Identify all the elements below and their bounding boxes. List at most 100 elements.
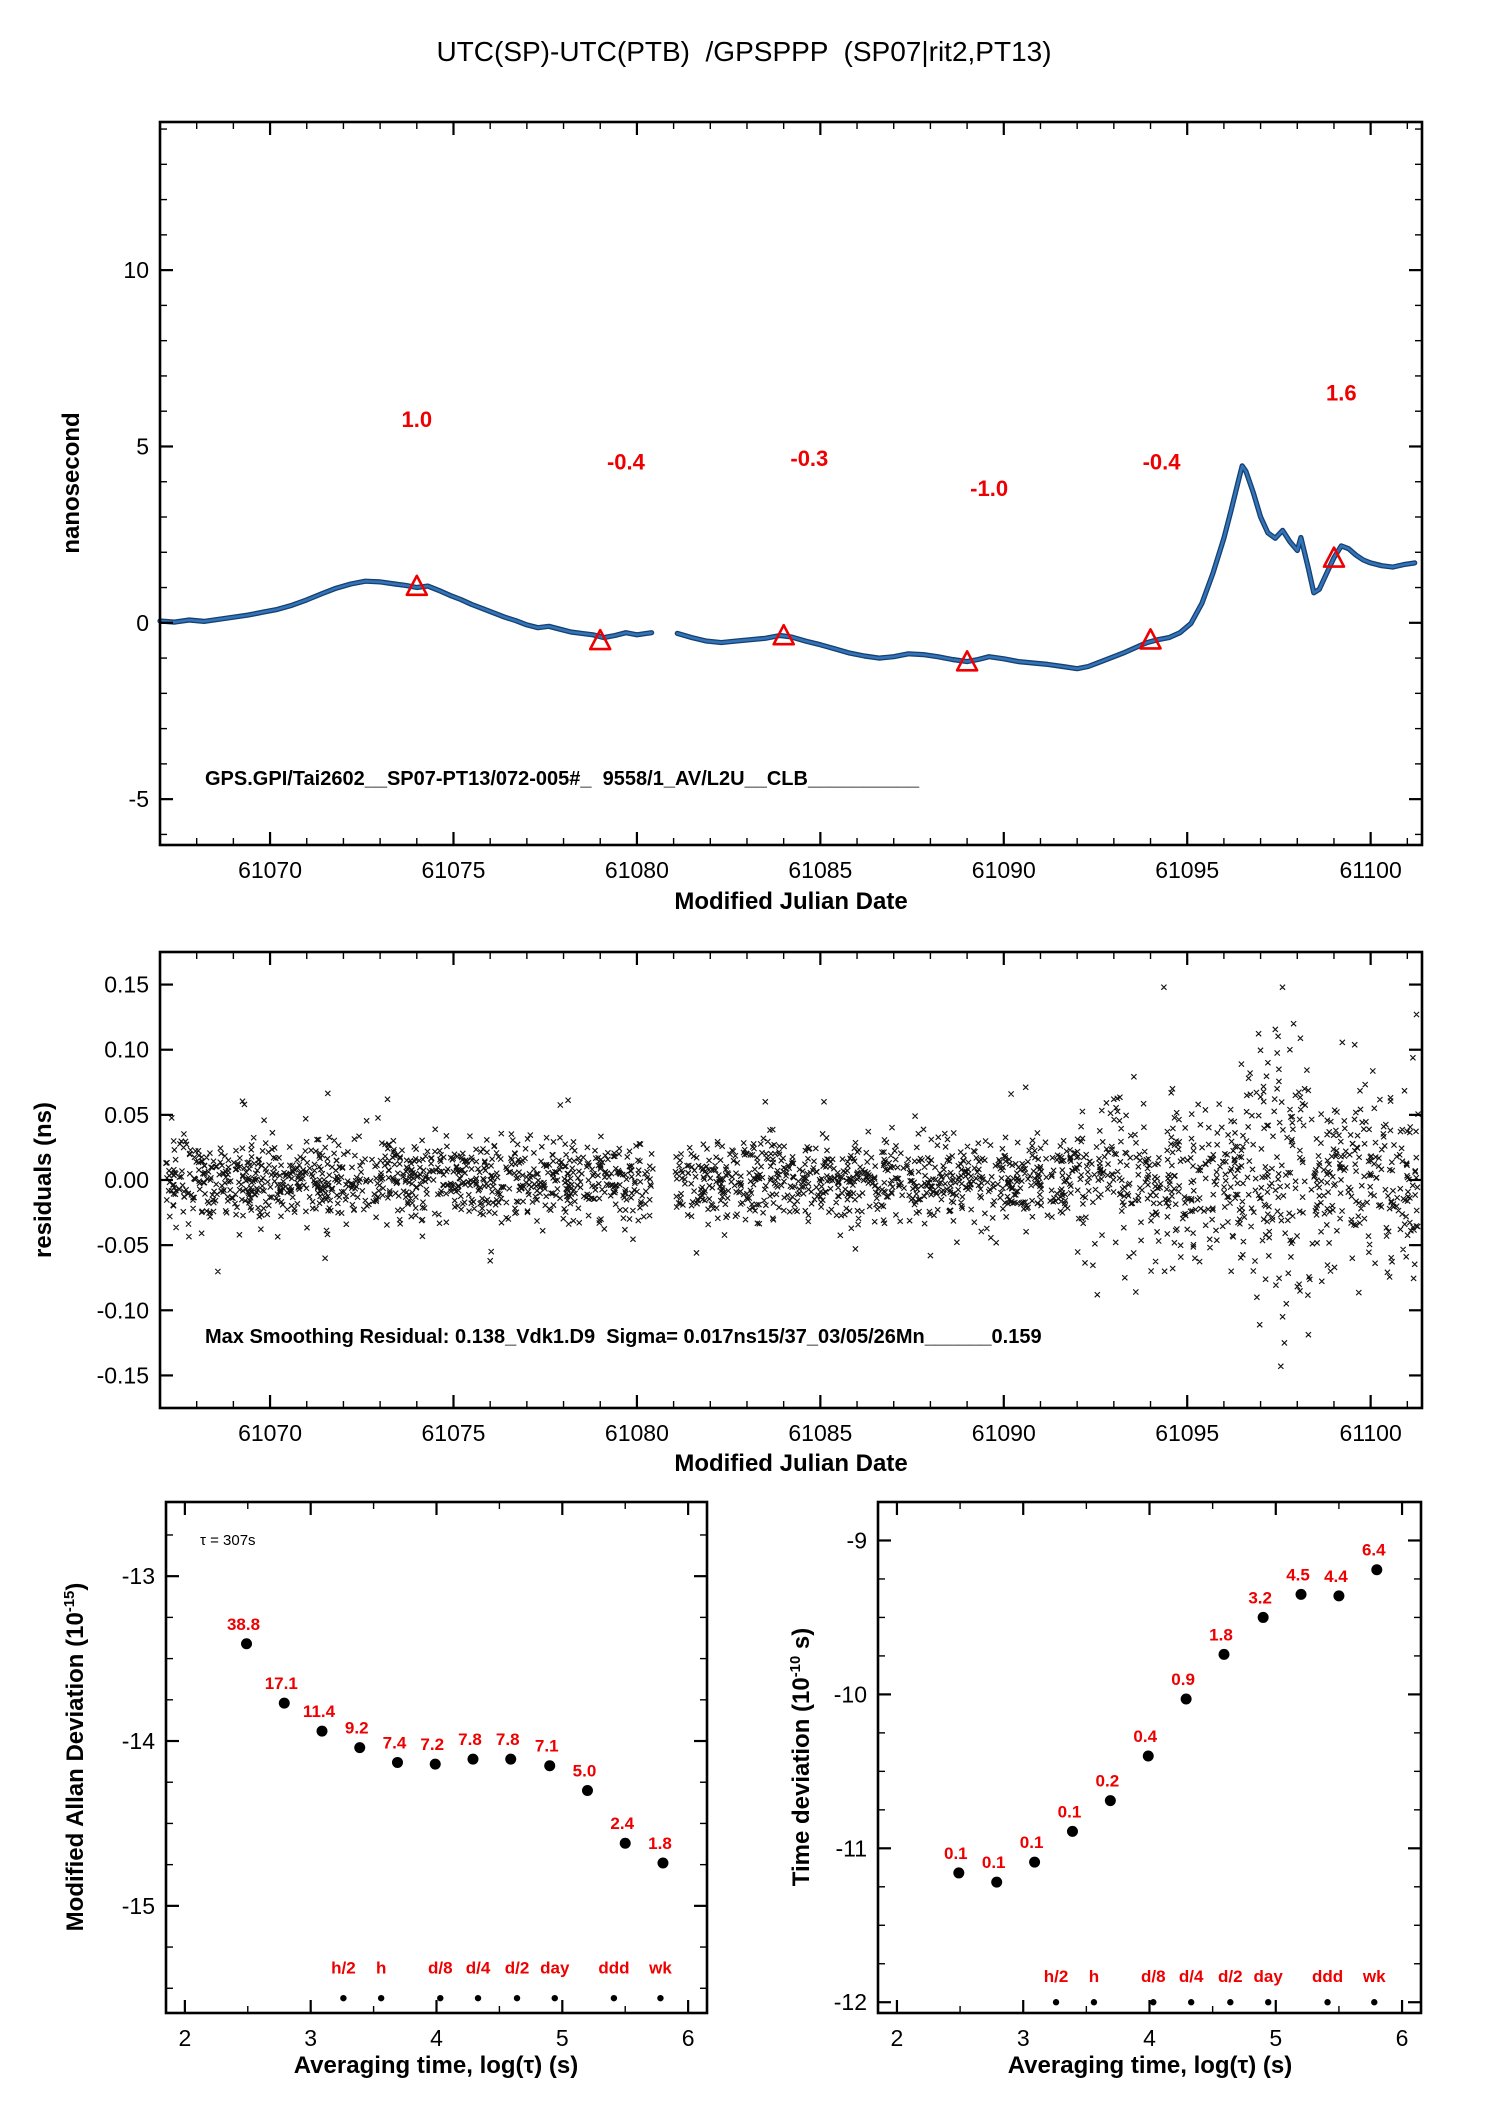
mdev-y-axis-title-close: )	[62, 1582, 89, 1591]
residuals-y-axis-title: residuals (ns)	[30, 1101, 57, 1259]
svg-text:5: 5	[556, 2025, 569, 2051]
svg-text:-12: -12	[834, 1989, 867, 2015]
svg-text:3: 3	[304, 2025, 317, 2051]
svg-text:2.4: 2.4	[610, 1814, 634, 1833]
svg-text:0.1: 0.1	[944, 1844, 968, 1863]
mdev-x-axis-title: Averaging time, log(τ) (s)	[293, 2052, 579, 2079]
svg-text:61100: 61100	[1340, 1420, 1402, 1446]
svg-text:61075: 61075	[422, 1420, 486, 1446]
tdev-x-axis-title: Averaging time, log(τ) (s)	[1007, 2052, 1293, 2079]
svg-text:wk: wk	[648, 1958, 672, 1977]
svg-text:ddd: ddd	[598, 1958, 629, 1977]
svg-text:61090: 61090	[972, 1420, 1036, 1446]
figure-title: UTC(SP)-UTC(PTB) /GPSPPP (SP07|rit2,PT13…	[436, 36, 1052, 67]
svg-text:4: 4	[1143, 2025, 1156, 2051]
svg-text:61085: 61085	[788, 857, 852, 883]
svg-text:h/2: h/2	[331, 1958, 356, 1977]
svg-text:-0.4: -0.4	[1143, 449, 1182, 474]
svg-text:9.2: 9.2	[345, 1719, 369, 1738]
svg-text:5: 5	[136, 433, 149, 459]
svg-text:0.15: 0.15	[104, 972, 149, 998]
svg-text:d/8: d/8	[1141, 1967, 1166, 1986]
svg-text:3.2: 3.2	[1248, 1588, 1272, 1607]
svg-text:d/8: d/8	[428, 1958, 453, 1977]
residuals-annotation: Max Smoothing Residual: 0.138_Vdk1.D9 Si…	[205, 1326, 1042, 1348]
svg-text:5.0: 5.0	[573, 1761, 597, 1780]
svg-text:17.1: 17.1	[265, 1674, 298, 1693]
svg-text:61095: 61095	[1155, 857, 1219, 883]
svg-text:d/2: d/2	[1218, 1967, 1243, 1986]
svg-text:-1.0: -1.0	[970, 476, 1008, 501]
svg-text:h/2: h/2	[1044, 1967, 1069, 1986]
residuals-x-axis-title: Modified Julian Date	[674, 1450, 908, 1477]
svg-text:11.4: 11.4	[303, 1702, 336, 1721]
svg-text:61080: 61080	[605, 857, 669, 883]
svg-text:1.0: 1.0	[402, 407, 433, 432]
svg-text:-0.10: -0.10	[97, 1297, 149, 1323]
top-panel-y-axis-title: nanosecond	[58, 412, 85, 554]
tdev-y-axis-title-text: Time deviation (10	[788, 1677, 815, 1887]
svg-text:6: 6	[1396, 2025, 1409, 2051]
svg-text:4: 4	[430, 2025, 443, 2051]
svg-text:10: 10	[123, 257, 149, 283]
svg-text:61075: 61075	[422, 857, 486, 883]
svg-text:day: day	[540, 1958, 570, 1977]
svg-text:h: h	[1089, 1967, 1099, 1986]
svg-text:3: 3	[1017, 2025, 1030, 2051]
svg-text:day: day	[1254, 1967, 1284, 1986]
svg-text:-15: -15	[122, 1893, 155, 1919]
tdev-y-axis-exponent: -10	[788, 1655, 804, 1678]
svg-text:7.1: 7.1	[535, 1737, 559, 1756]
svg-text:5: 5	[1269, 2025, 1282, 2051]
svg-text:38.8: 38.8	[227, 1615, 260, 1634]
svg-text:61070: 61070	[238, 1420, 302, 1446]
svg-text:7.4: 7.4	[383, 1733, 407, 1752]
svg-text:-10: -10	[834, 1681, 867, 1707]
svg-text:ddd: ddd	[1312, 1967, 1343, 1986]
mdev-y-axis-exponent: -15	[62, 1590, 78, 1613]
svg-text:0.05: 0.05	[104, 1102, 149, 1128]
svg-text:0.1: 0.1	[1058, 1802, 1082, 1821]
svg-text:4.4: 4.4	[1324, 1567, 1348, 1586]
mdev-y-axis-title-text: Modified Allan Deviation (10	[62, 1612, 89, 1932]
tdev-y-axis-title-close: s)	[788, 1627, 815, 1656]
svg-text:h: h	[376, 1958, 386, 1977]
svg-text:-13: -13	[122, 1563, 155, 1589]
tdev-y-axis-title: Time deviation (10-10 s)	[788, 1628, 816, 1886]
svg-text:d/4: d/4	[466, 1958, 491, 1977]
svg-text:7.8: 7.8	[458, 1730, 482, 1749]
svg-text:61090: 61090	[972, 857, 1036, 883]
svg-text:61080: 61080	[605, 1420, 669, 1446]
mdev-tau-note: τ = 307s	[200, 1532, 256, 1549]
svg-text:1.8: 1.8	[648, 1834, 672, 1853]
svg-text:-0.4: -0.4	[607, 449, 646, 474]
svg-text:-0.15: -0.15	[97, 1362, 149, 1388]
svg-text:wk: wk	[1362, 1967, 1386, 1986]
svg-text:7.8: 7.8	[496, 1730, 520, 1749]
svg-text:-9: -9	[847, 1527, 867, 1553]
svg-text:0.9: 0.9	[1171, 1670, 1195, 1689]
svg-text:61085: 61085	[788, 1420, 852, 1446]
svg-text:2: 2	[891, 2025, 904, 2051]
svg-text:0.1: 0.1	[982, 1853, 1006, 1872]
svg-text:61100: 61100	[1340, 857, 1402, 883]
svg-text:0.4: 0.4	[1133, 1727, 1157, 1746]
svg-text:4.5: 4.5	[1286, 1565, 1310, 1584]
svg-text:6.4: 6.4	[1362, 1541, 1386, 1560]
svg-text:6: 6	[682, 2025, 695, 2051]
svg-text:0.00: 0.00	[104, 1167, 149, 1193]
top-panel-x-axis-title: Modified Julian Date	[674, 888, 908, 915]
top-panel-annotation: GPS.GPI/Tai2602__SP07-PT13/072-005#_ 955…	[205, 768, 920, 790]
mdev-y-axis-title: Modified Allan Deviation (10-15)	[62, 1583, 90, 1932]
svg-text:0: 0	[136, 610, 149, 636]
svg-text:-5: -5	[129, 786, 149, 812]
svg-text:61070: 61070	[238, 857, 302, 883]
svg-text:-0.05: -0.05	[97, 1232, 149, 1258]
svg-text:0.1: 0.1	[1020, 1833, 1044, 1852]
svg-text:-11: -11	[835, 1835, 867, 1861]
svg-text:-14: -14	[122, 1728, 155, 1754]
svg-text:61095: 61095	[1155, 1420, 1219, 1446]
svg-text:0.10: 0.10	[104, 1037, 149, 1063]
